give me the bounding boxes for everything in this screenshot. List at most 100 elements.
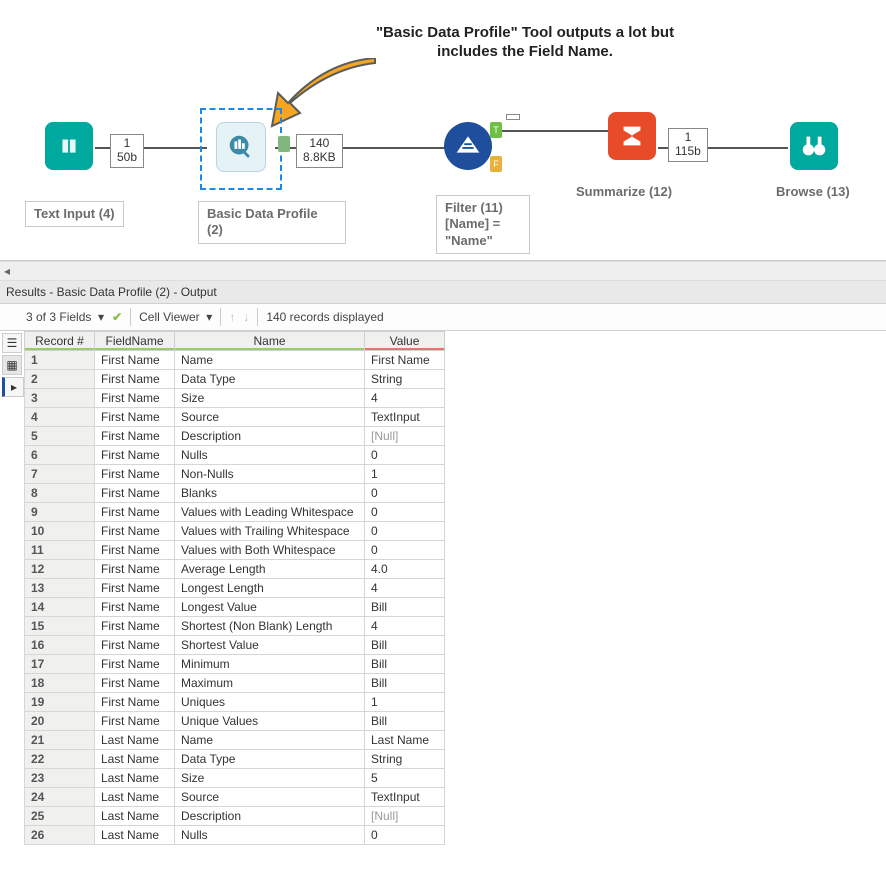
cell-fieldname[interactable]: First Name (95, 712, 175, 731)
cell-value[interactable]: 0 (365, 446, 445, 465)
cell-value[interactable]: 0 (365, 484, 445, 503)
cell-record[interactable]: 2 (25, 370, 95, 389)
cell-name[interactable]: Blanks (175, 484, 365, 503)
cell-record[interactable]: 1 (25, 351, 95, 370)
cell-value[interactable]: [Null] (365, 807, 445, 826)
cell-value[interactable]: Bill (365, 655, 445, 674)
cell-record[interactable]: 19 (25, 693, 95, 712)
cell-record[interactable]: 15 (25, 617, 95, 636)
cell-fieldname[interactable]: First Name (95, 693, 175, 712)
cell-record[interactable]: 26 (25, 826, 95, 845)
list-icon[interactable]: ☰ (2, 333, 22, 353)
cell-name[interactable]: Data Type (175, 370, 365, 389)
cell-fieldname[interactable]: First Name (95, 579, 175, 598)
true-anchor[interactable]: T (490, 122, 502, 138)
cell-name[interactable]: Average Length (175, 560, 365, 579)
table-row[interactable]: 25Last NameDescription[Null] (25, 807, 445, 826)
cell-value[interactable]: String (365, 750, 445, 769)
cell-record[interactable]: 12 (25, 560, 95, 579)
cell-record[interactable]: 5 (25, 427, 95, 446)
cell-value[interactable]: 4.0 (365, 560, 445, 579)
table-row[interactable]: 10First NameValues with Trailing Whitesp… (25, 522, 445, 541)
table-row[interactable]: 24Last NameSourceTextInput (25, 788, 445, 807)
table-row[interactable]: 12First NameAverage Length4.0 (25, 560, 445, 579)
cell-fieldname[interactable]: First Name (95, 655, 175, 674)
cell-value[interactable]: 1 (365, 693, 445, 712)
cell-name[interactable]: Values with Both Whitespace (175, 541, 365, 560)
cell-value[interactable]: 0 (365, 826, 445, 845)
cell-name[interactable]: Data Type (175, 750, 365, 769)
cell-fieldname[interactable]: First Name (95, 351, 175, 370)
cell-value[interactable]: 4 (365, 389, 445, 408)
cell-fieldname[interactable]: First Name (95, 598, 175, 617)
cell-value[interactable]: 0 (365, 541, 445, 560)
cell-value[interactable]: 0 (365, 522, 445, 541)
apply-icon[interactable]: ✔ (112, 310, 122, 324)
cell-fieldname[interactable]: Last Name (95, 788, 175, 807)
table-row[interactable]: 15First NameShortest (Non Blank) Length4 (25, 617, 445, 636)
cell-fieldname[interactable]: Last Name (95, 826, 175, 845)
table-row[interactable]: 8First NameBlanks0 (25, 484, 445, 503)
cell-value[interactable]: Bill (365, 712, 445, 731)
cell-name[interactable]: Size (175, 769, 365, 788)
cell-name[interactable]: Size (175, 389, 365, 408)
cell-fieldname[interactable]: First Name (95, 389, 175, 408)
cell-name[interactable]: Non-Nulls (175, 845, 365, 846)
tool-summarize[interactable] (608, 112, 656, 160)
cell-name[interactable]: Description (175, 807, 365, 826)
cell-record[interactable]: 9 (25, 503, 95, 522)
col-value[interactable]: Value (365, 332, 445, 351)
table-row[interactable]: 7First NameNon-Nulls1 (25, 465, 445, 484)
table-row[interactable]: 22Last NameData TypeString (25, 750, 445, 769)
sort-asc-icon[interactable]: ↑ (229, 310, 235, 324)
table-row[interactable]: 4First NameSourceTextInput (25, 408, 445, 427)
cell-fieldname[interactable]: First Name (95, 503, 175, 522)
tool-text-input[interactable] (45, 122, 93, 170)
cell-record[interactable]: 7 (25, 465, 95, 484)
cell-record[interactable]: 4 (25, 408, 95, 427)
table-row[interactable]: 9First NameValues with Leading Whitespac… (25, 503, 445, 522)
cell-name[interactable]: Unique Values (175, 712, 365, 731)
cell-name[interactable]: Source (175, 408, 365, 427)
cell-name[interactable]: Longest Value (175, 598, 365, 617)
cell-name[interactable]: Nulls (175, 446, 365, 465)
cell-record[interactable]: 8 (25, 484, 95, 503)
cell-value[interactable]: Last Name (365, 731, 445, 750)
tool-basic-data-profile[interactable] (216, 122, 266, 172)
col-fieldname[interactable]: FieldName (95, 332, 175, 351)
cell-value[interactable]: 4 (365, 617, 445, 636)
scroll-left-icon[interactable]: ◂ (4, 264, 10, 278)
cell-viewer-dropdown[interactable]: Cell Viewer ▾ (139, 310, 212, 324)
cell-value[interactable]: 0 (365, 503, 445, 522)
table-row[interactable]: 27Last NameNon-Nulls1 (25, 845, 445, 846)
cell-record[interactable]: 18 (25, 674, 95, 693)
table-row[interactable]: 5First NameDescription[Null] (25, 427, 445, 446)
sort-desc-icon[interactable]: ↓ (243, 310, 249, 324)
cell-fieldname[interactable]: First Name (95, 522, 175, 541)
cell-fieldname[interactable]: Last Name (95, 807, 175, 826)
table-icon[interactable]: ▦ (2, 355, 22, 375)
cell-name[interactable]: Longest Length (175, 579, 365, 598)
cell-record[interactable]: 17 (25, 655, 95, 674)
cell-value[interactable]: 1 (365, 465, 445, 484)
cell-name[interactable]: Values with Trailing Whitespace (175, 522, 365, 541)
cell-record[interactable]: 24 (25, 788, 95, 807)
cell-record[interactable]: 27 (25, 845, 95, 846)
table-row[interactable]: 17First NameMinimumBill (25, 655, 445, 674)
cell-name[interactable]: Uniques (175, 693, 365, 712)
cell-record[interactable]: 20 (25, 712, 95, 731)
cell-fieldname[interactable]: First Name (95, 636, 175, 655)
cell-record[interactable]: 14 (25, 598, 95, 617)
table-row[interactable]: 26Last NameNulls0 (25, 826, 445, 845)
cell-fieldname[interactable]: First Name (95, 427, 175, 446)
cell-fieldname[interactable]: Last Name (95, 731, 175, 750)
table-row[interactable]: 19First NameUniques1 (25, 693, 445, 712)
table-row[interactable]: 20First NameUnique ValuesBill (25, 712, 445, 731)
cell-fieldname[interactable]: First Name (95, 541, 175, 560)
table-row[interactable]: 14First NameLongest ValueBill (25, 598, 445, 617)
table-row[interactable]: 21Last NameNameLast Name (25, 731, 445, 750)
cell-value[interactable]: 1 (365, 845, 445, 846)
cell-name[interactable]: Name (175, 731, 365, 750)
cell-record[interactable]: 25 (25, 807, 95, 826)
cell-fieldname[interactable]: First Name (95, 674, 175, 693)
